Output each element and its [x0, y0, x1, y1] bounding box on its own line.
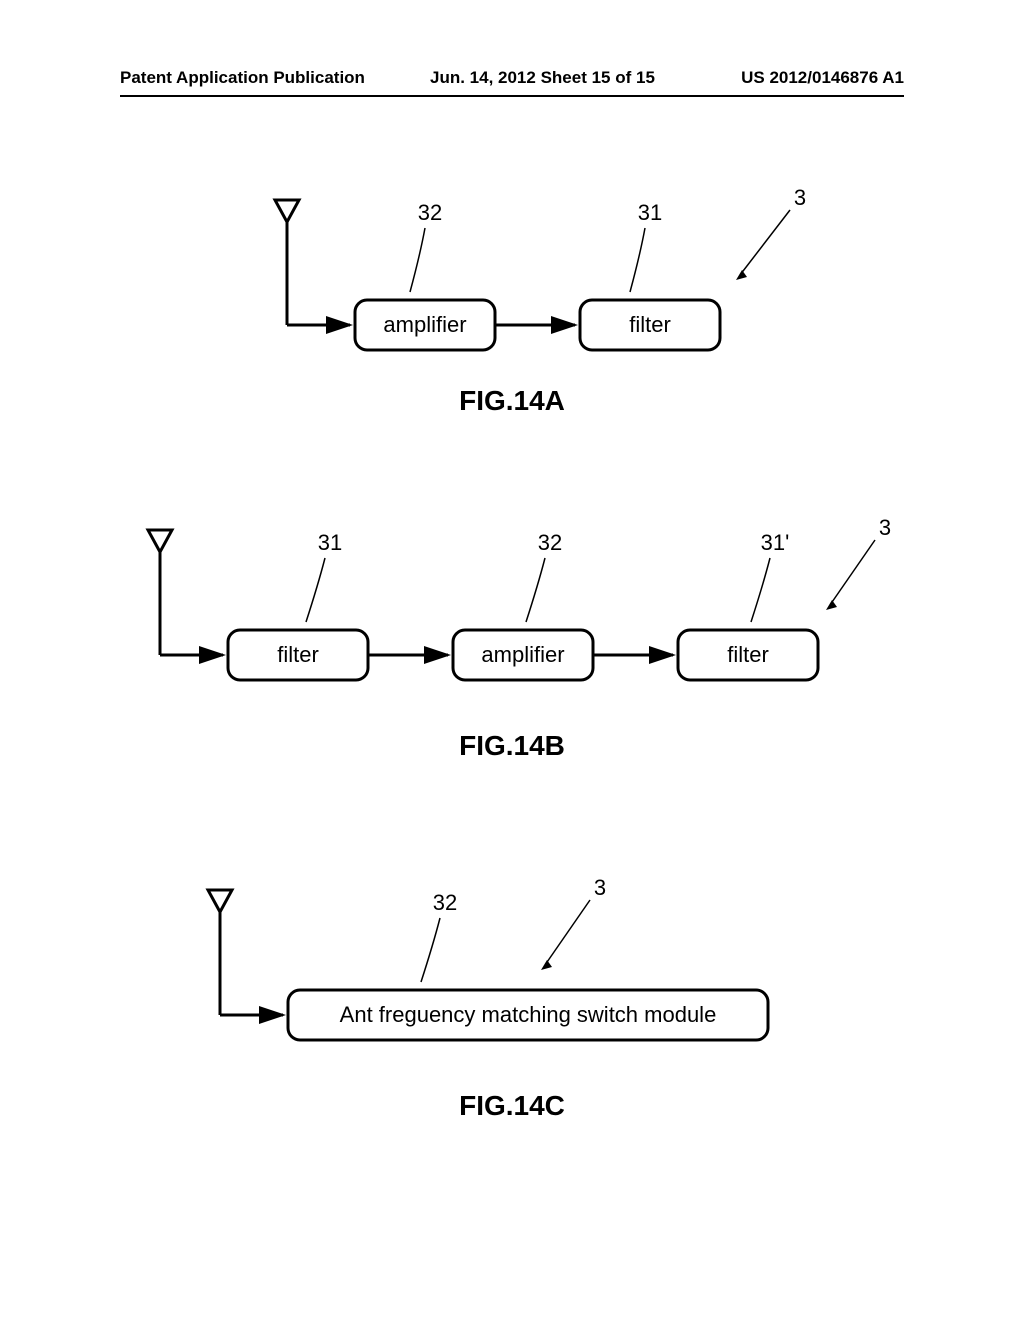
- assembly-ref-b: 3: [879, 515, 891, 540]
- fig-14b: filter 31 amplifier 32 filter 31' 3 FIG.…: [0, 500, 1024, 780]
- amp-text: amplifier: [383, 312, 466, 337]
- filter1-ref: 31: [318, 530, 342, 555]
- header-rule: [120, 95, 904, 97]
- fig-14b-svg: filter 31 amplifier 32 filter 31' 3: [0, 500, 1024, 710]
- antenna-icon: [275, 200, 299, 325]
- fig-14a-label: FIG.14A: [0, 385, 1024, 417]
- fig-14a-svg: amplifier 32 filter 31 3: [0, 170, 1024, 380]
- amp-ref-b: 32: [538, 530, 562, 555]
- amp-ref: 32: [418, 200, 442, 225]
- antenna-icon: [208, 890, 232, 1015]
- fig-14c-label: FIG.14C: [0, 1090, 1024, 1122]
- module-ref: 32: [433, 890, 457, 915]
- page: Patent Application Publication Jun. 14, …: [0, 0, 1024, 1320]
- module-text: Ant freguency matching switch module: [340, 1002, 717, 1027]
- antenna-icon: [148, 530, 172, 655]
- filter1-text: filter: [277, 642, 319, 667]
- header-mid: Jun. 14, 2012 Sheet 15 of 15: [430, 68, 655, 88]
- filter2-ref: 31': [761, 530, 790, 555]
- header-right: US 2012/0146876 A1: [741, 68, 904, 88]
- fig-14a: amplifier 32 filter 31 3 FIG.14A: [0, 170, 1024, 430]
- assembly-ref-c: 3: [594, 875, 606, 900]
- fig-14c: Ant freguency matching switch module 32 …: [0, 860, 1024, 1140]
- amp-text-b: amplifier: [481, 642, 564, 667]
- fig-14b-label: FIG.14B: [0, 730, 1024, 762]
- filter-text: filter: [629, 312, 671, 337]
- filter-ref: 31: [638, 200, 662, 225]
- assembly-ref-a: 3: [794, 185, 806, 210]
- header-left: Patent Application Publication: [120, 68, 365, 88]
- filter2-text: filter: [727, 642, 769, 667]
- fig-14c-svg: Ant freguency matching switch module 32 …: [0, 860, 1024, 1070]
